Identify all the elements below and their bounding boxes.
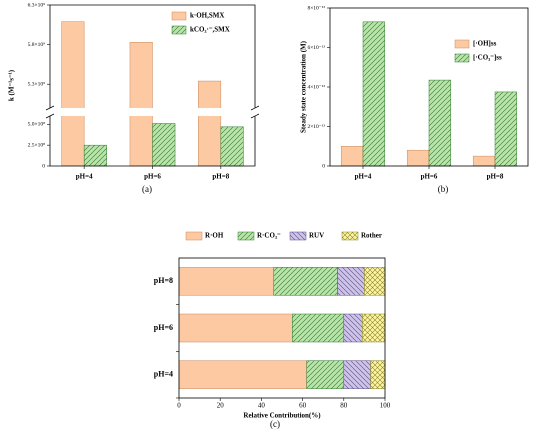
legend-swatch (171, 11, 187, 21)
bar (61, 21, 85, 167)
caption: (b) (438, 184, 449, 194)
bar-segment (337, 267, 365, 296)
caption: (c) (270, 419, 280, 429)
bar (472, 155, 496, 167)
x-tick-label: pH=4 (355, 173, 372, 181)
legend-label: [·CO₃⁻]ss (473, 54, 502, 62)
bar (340, 146, 364, 167)
legend-swatch (185, 231, 203, 241)
y-tick-label: 5.0×10⁸ (28, 122, 45, 128)
legend-label: R·CO₃⁻ (257, 232, 281, 240)
bar-segment (362, 313, 386, 343)
caption: (a) (142, 184, 152, 194)
legend-swatch (171, 25, 187, 35)
bar-segment (370, 360, 386, 389)
y-axis-label: k (M⁻¹s⁻¹) (8, 69, 16, 101)
x-tick-label: 40 (258, 402, 266, 410)
y-tick-label: 5.8×10⁹ (28, 42, 45, 48)
bar-segment (178, 267, 275, 296)
bar (362, 21, 386, 167)
legend-swatch (237, 231, 255, 241)
legend-label: Rother (361, 232, 382, 240)
y-tick-label: 0 (322, 163, 325, 169)
bar-segment (178, 360, 307, 389)
bar (220, 126, 244, 167)
x-tick-label: 100 (380, 402, 391, 410)
bar (152, 123, 176, 167)
bar (428, 79, 452, 167)
bar (129, 41, 153, 167)
y-tick-label: 2×10⁻¹³ (307, 124, 325, 130)
axis-frame (178, 257, 386, 399)
y-tick-label: pH=8 (154, 276, 173, 285)
bar (198, 80, 222, 167)
y-tick-label: 8×10⁻¹³ (307, 5, 325, 11)
bar (83, 144, 107, 167)
bar-segment (273, 267, 338, 296)
x-tick-label: pH=6 (421, 173, 438, 181)
bar-segment (343, 360, 371, 389)
x-tick-label: pH=8 (212, 173, 229, 181)
x-axis-label: Relative Contribution(%) (243, 412, 321, 420)
bar-segment (364, 267, 386, 296)
x-tick-label: pH=4 (76, 173, 93, 181)
legend-swatch (454, 39, 470, 49)
x-tick-label: pH=8 (487, 173, 504, 181)
legend-label: [·OH]ss (473, 40, 497, 48)
legend-swatch (454, 53, 470, 63)
y-tick-label: pH=6 (154, 323, 173, 332)
bar-segment (292, 313, 345, 343)
y-tick-label: 0 (42, 163, 45, 169)
legend-label: kCO₃·⁻,SMX (190, 26, 230, 34)
bar (494, 91, 518, 167)
bar (406, 149, 430, 167)
legend-label: RUV (309, 232, 324, 240)
x-tick-label: 20 (217, 402, 225, 410)
x-tick-label: 0 (177, 402, 181, 410)
y-tick-label: 6.3×10⁹ (28, 2, 45, 8)
y-tick-label: pH=4 (154, 369, 173, 378)
bar-segment (343, 313, 363, 343)
y-axis-label: Steady state concentration (M) (300, 40, 308, 133)
axis-break-gap (44, 108, 261, 116)
y-tick-label: 2.5×10⁸ (28, 142, 45, 148)
legend-label: R·OH (205, 232, 224, 240)
y-tick-label: 4×10⁻¹³ (307, 84, 325, 90)
y-tick-label: 6×10⁻¹³ (307, 45, 325, 51)
x-tick-label: pH=6 (144, 173, 161, 181)
x-tick-label: 60 (299, 402, 307, 410)
legend-label: k·OH,SMX (190, 12, 224, 20)
legend-swatch (289, 231, 307, 241)
bar-segment (306, 360, 345, 389)
bar-segment (178, 313, 293, 343)
axis-frame (49, 4, 256, 167)
x-tick-label: 80 (340, 402, 348, 410)
legend-swatch (341, 231, 359, 241)
y-tick-label: 5.3×10⁹ (28, 81, 45, 87)
